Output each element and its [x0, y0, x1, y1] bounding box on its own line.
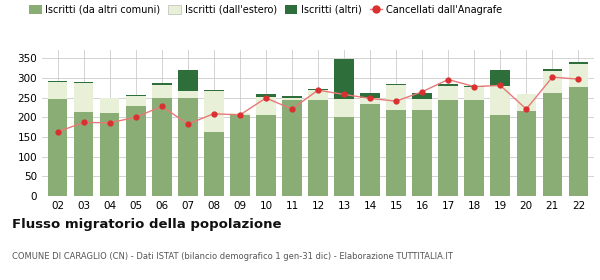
Bar	[464, 87, 484, 100]
Bar	[517, 94, 536, 111]
Bar	[230, 113, 250, 115]
Bar	[100, 113, 119, 196]
Bar	[282, 100, 302, 196]
Bar	[412, 110, 432, 196]
Bar	[334, 116, 354, 196]
Bar	[308, 100, 328, 196]
Bar	[386, 85, 406, 110]
Bar	[256, 97, 275, 115]
Bar	[386, 84, 406, 85]
Text: COMUNE DI CARAGLIO (CN) - Dati ISTAT (bilancio demografico 1 gen-31 dic) - Elabo: COMUNE DI CARAGLIO (CN) - Dati ISTAT (bi…	[12, 252, 453, 261]
Bar	[412, 99, 432, 110]
Bar	[48, 81, 67, 82]
Bar	[569, 64, 588, 87]
Bar	[100, 98, 119, 113]
Bar	[361, 104, 380, 196]
Bar	[569, 87, 588, 196]
Bar	[152, 85, 172, 98]
Bar	[464, 86, 484, 87]
Bar	[126, 106, 146, 196]
Bar	[361, 98, 380, 104]
Bar	[74, 83, 94, 112]
Bar	[178, 98, 197, 196]
Bar	[178, 70, 197, 90]
Bar	[439, 100, 458, 196]
Bar	[256, 115, 275, 196]
Legend: Iscritti (da altri comuni), Iscritti (dall'estero), Iscritti (altri), Cancellati: Iscritti (da altri comuni), Iscritti (da…	[29, 5, 502, 15]
Bar	[204, 132, 224, 196]
Bar	[126, 96, 146, 106]
Bar	[334, 59, 354, 99]
Bar	[74, 112, 94, 196]
Bar	[464, 100, 484, 196]
Bar	[491, 115, 510, 196]
Bar	[517, 111, 536, 196]
Bar	[126, 95, 146, 96]
Bar	[178, 90, 197, 98]
Bar	[569, 62, 588, 64]
Bar	[48, 99, 67, 196]
Bar	[334, 99, 354, 116]
Bar	[308, 89, 328, 90]
Bar	[542, 92, 562, 196]
Bar	[491, 70, 510, 86]
Bar	[256, 94, 275, 97]
Text: Flusso migratorio della popolazione: Flusso migratorio della popolazione	[12, 218, 281, 231]
Bar	[542, 71, 562, 92]
Bar	[491, 86, 510, 115]
Bar	[361, 93, 380, 98]
Bar	[152, 98, 172, 196]
Bar	[386, 110, 406, 196]
Bar	[542, 69, 562, 71]
Bar	[48, 82, 67, 99]
Bar	[282, 98, 302, 100]
Bar	[282, 96, 302, 98]
Bar	[204, 90, 224, 132]
Bar	[230, 115, 250, 196]
Bar	[74, 82, 94, 83]
Bar	[412, 92, 432, 99]
Bar	[152, 83, 172, 85]
Bar	[439, 86, 458, 100]
Bar	[439, 84, 458, 86]
Bar	[308, 90, 328, 100]
